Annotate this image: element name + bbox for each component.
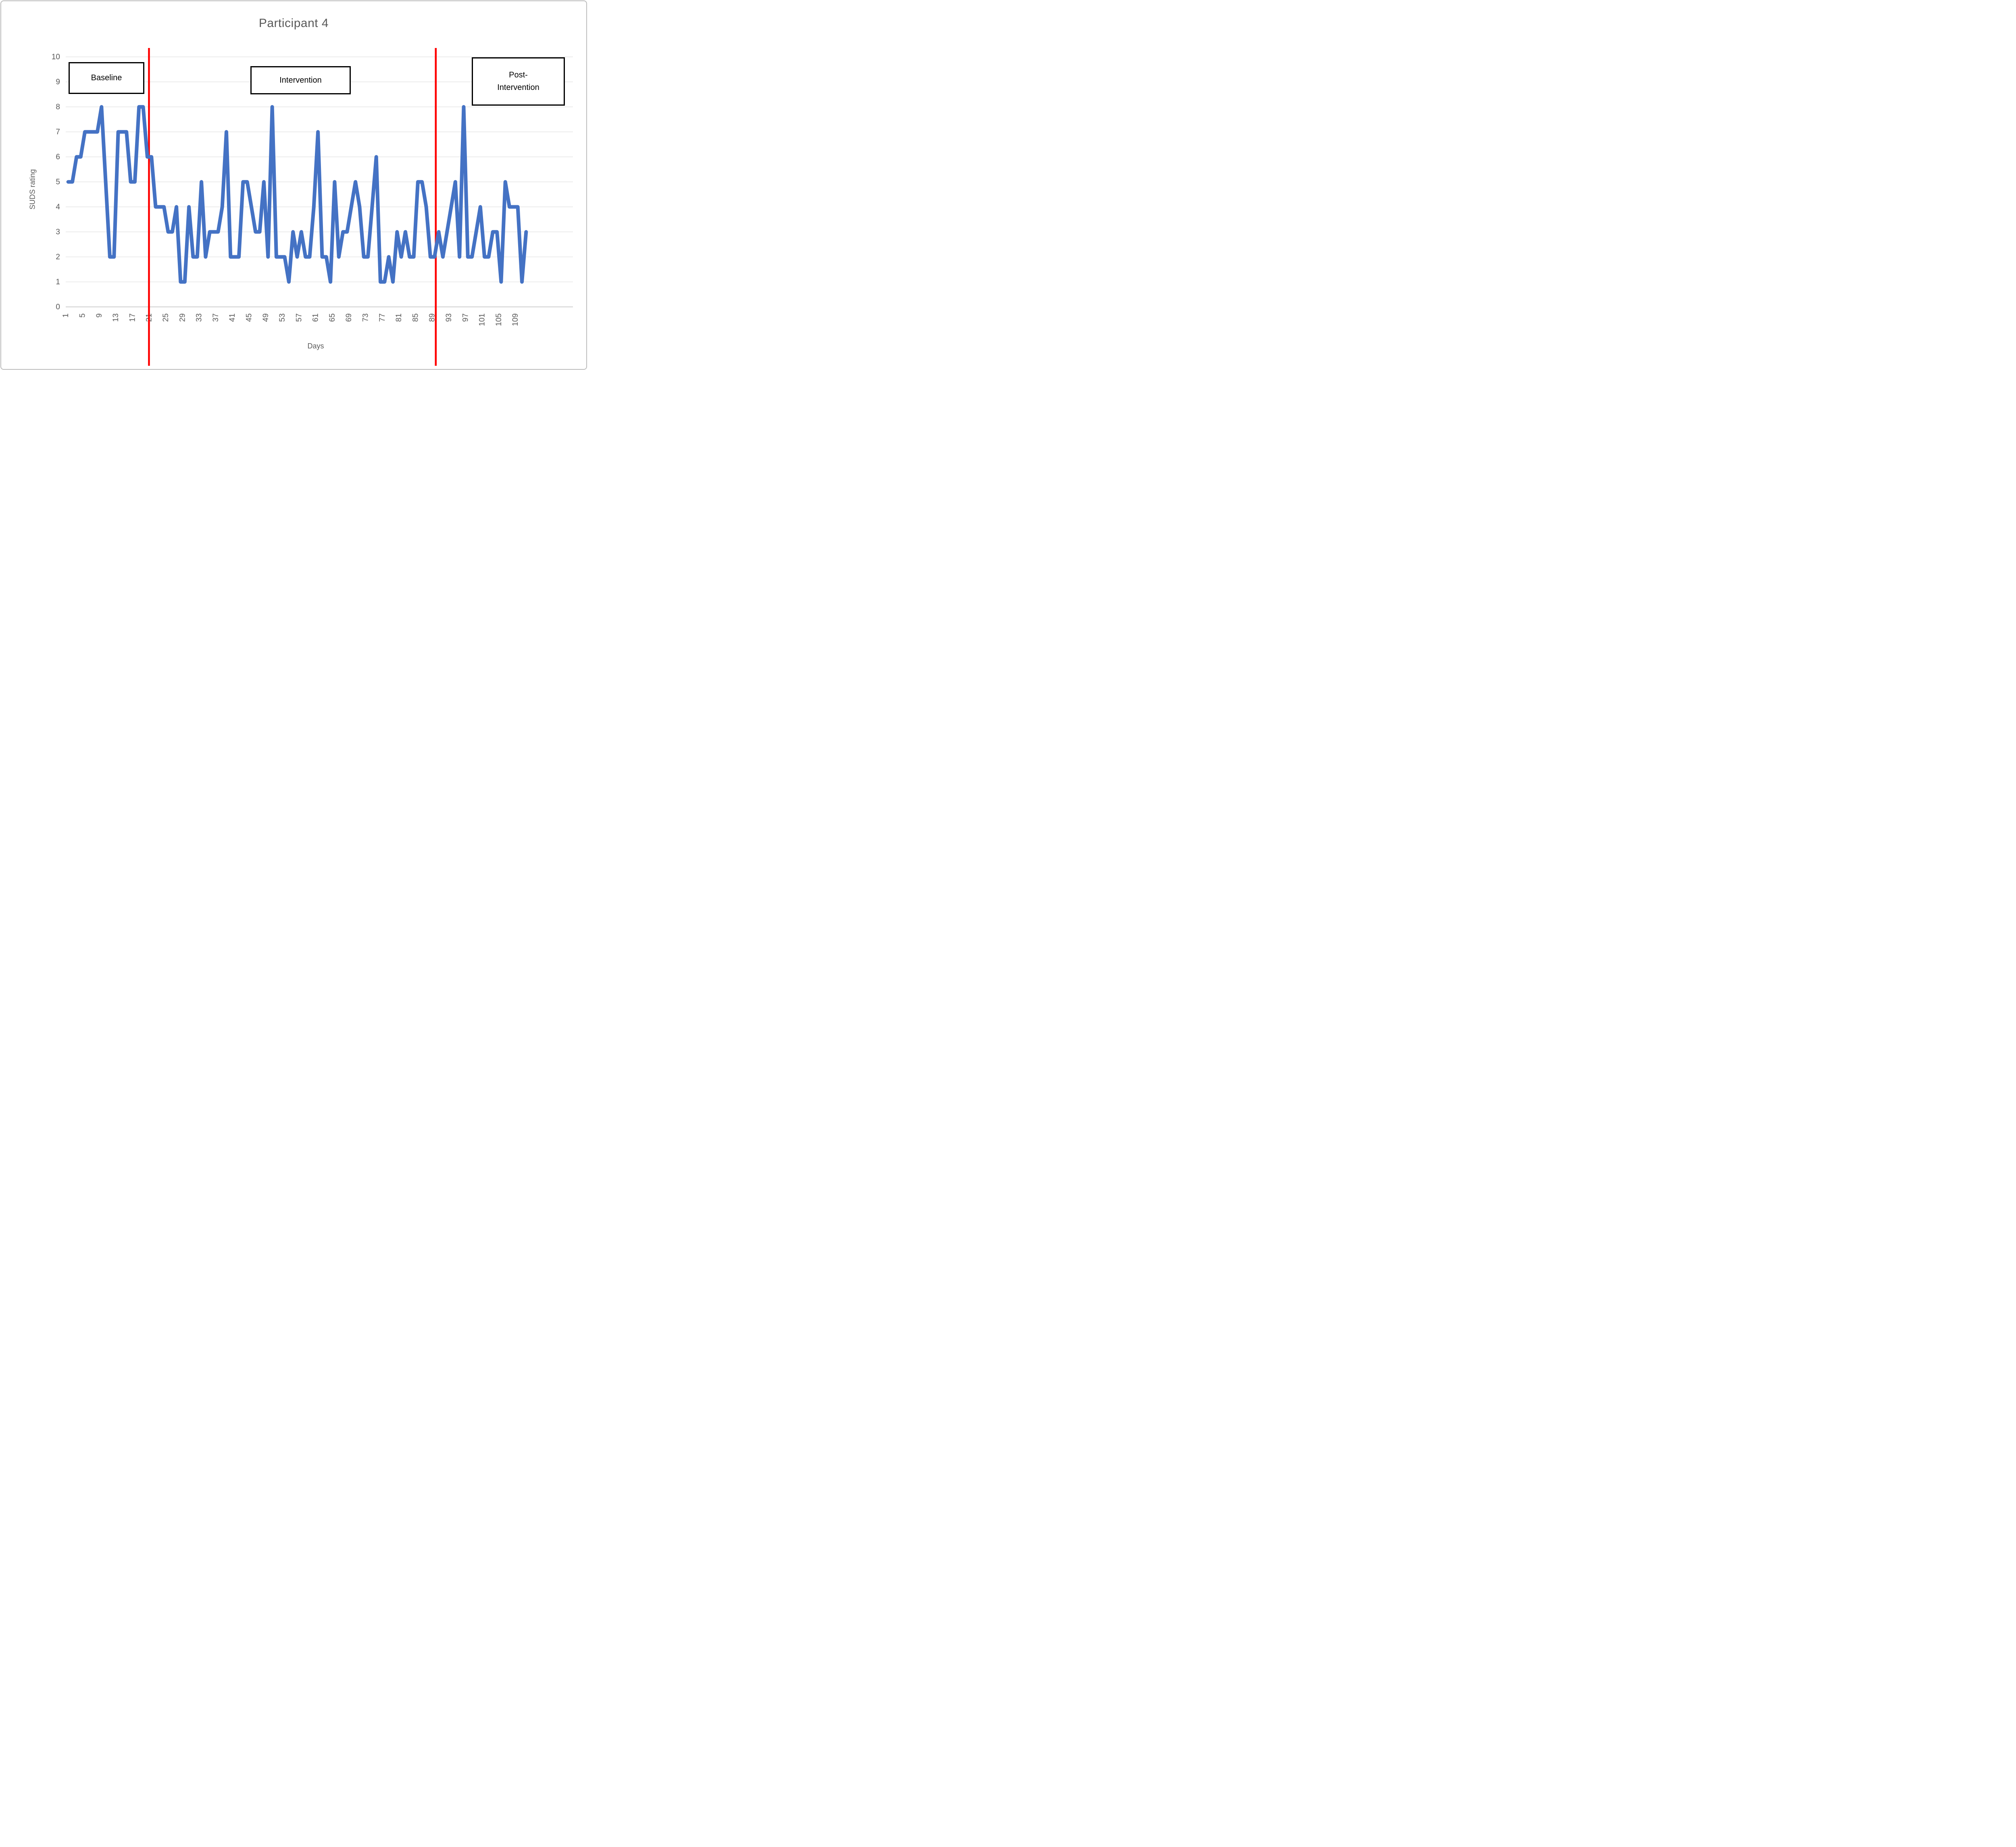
y-tick-label: 9 [56, 78, 60, 86]
x-tick-label: 37 [212, 313, 220, 322]
x-tick-label: 9 [95, 313, 104, 318]
y-tick-label: 8 [56, 103, 60, 111]
x-tick-label: 61 [312, 313, 320, 322]
x-tick-label: 73 [362, 313, 370, 322]
x-tick-label: 77 [378, 313, 387, 322]
chart-title: Participant 4 [258, 17, 329, 30]
x-tick-label: 29 [178, 313, 187, 322]
x-tick-label: 57 [295, 313, 303, 322]
y-tick-label: 3 [56, 228, 60, 236]
y-tick-label: 10 [52, 53, 60, 61]
x-tick-label: 33 [195, 313, 204, 322]
x-tick-label: 109 [511, 313, 520, 326]
y-tick-label: 4 [56, 203, 60, 211]
y-tick-label: 0 [56, 303, 60, 311]
x-tick-label: 93 [445, 313, 453, 322]
x-tick-label: 89 [428, 313, 437, 322]
x-tick-label: 13 [112, 313, 120, 322]
post-phase-label-line1: Post- [509, 71, 528, 79]
x-tick-label: 45 [245, 313, 253, 322]
x-tick-label: 53 [278, 313, 287, 322]
intervention-phase-box: Intervention [250, 66, 351, 94]
x-tick-label: 5 [78, 313, 87, 318]
x-tick-label: 25 [162, 313, 170, 322]
y-tick-label: 7 [56, 128, 60, 136]
x-axis-title: Days [307, 342, 324, 350]
post-intervention-phase-box: Post- Intervention [472, 57, 565, 106]
x-tick-label: 17 [128, 313, 137, 322]
y-tick-label: 6 [56, 153, 60, 161]
chart-svg: 0123456789101591317212529333741454953576… [52, 48, 573, 366]
x-tick-label: 105 [495, 313, 503, 326]
baseline-phase-label: Baseline [91, 73, 122, 82]
x-tick-label: 69 [345, 313, 353, 322]
x-tick-label: 1 [62, 313, 70, 318]
intervention-phase-label: Intervention [279, 75, 322, 85]
post-phase-label-line2: Intervention [497, 83, 539, 92]
x-tick-label: 81 [395, 313, 403, 322]
x-tick-label: 101 [478, 313, 487, 326]
x-tick-label: 41 [228, 313, 237, 322]
x-tick-label: 97 [461, 313, 470, 322]
x-tick-label: 49 [262, 313, 270, 322]
chart-frame: Participant 4 01234567891015913172125293… [0, 0, 587, 370]
y-tick-label: 2 [56, 253, 60, 261]
x-tick-label: 65 [328, 313, 337, 322]
y-tick-label: 5 [56, 178, 60, 186]
baseline-phase-box: Baseline [69, 62, 144, 94]
suds-data-line [66, 105, 528, 284]
x-tick-label: 85 [411, 313, 420, 322]
y-tick-label: 1 [56, 278, 60, 286]
